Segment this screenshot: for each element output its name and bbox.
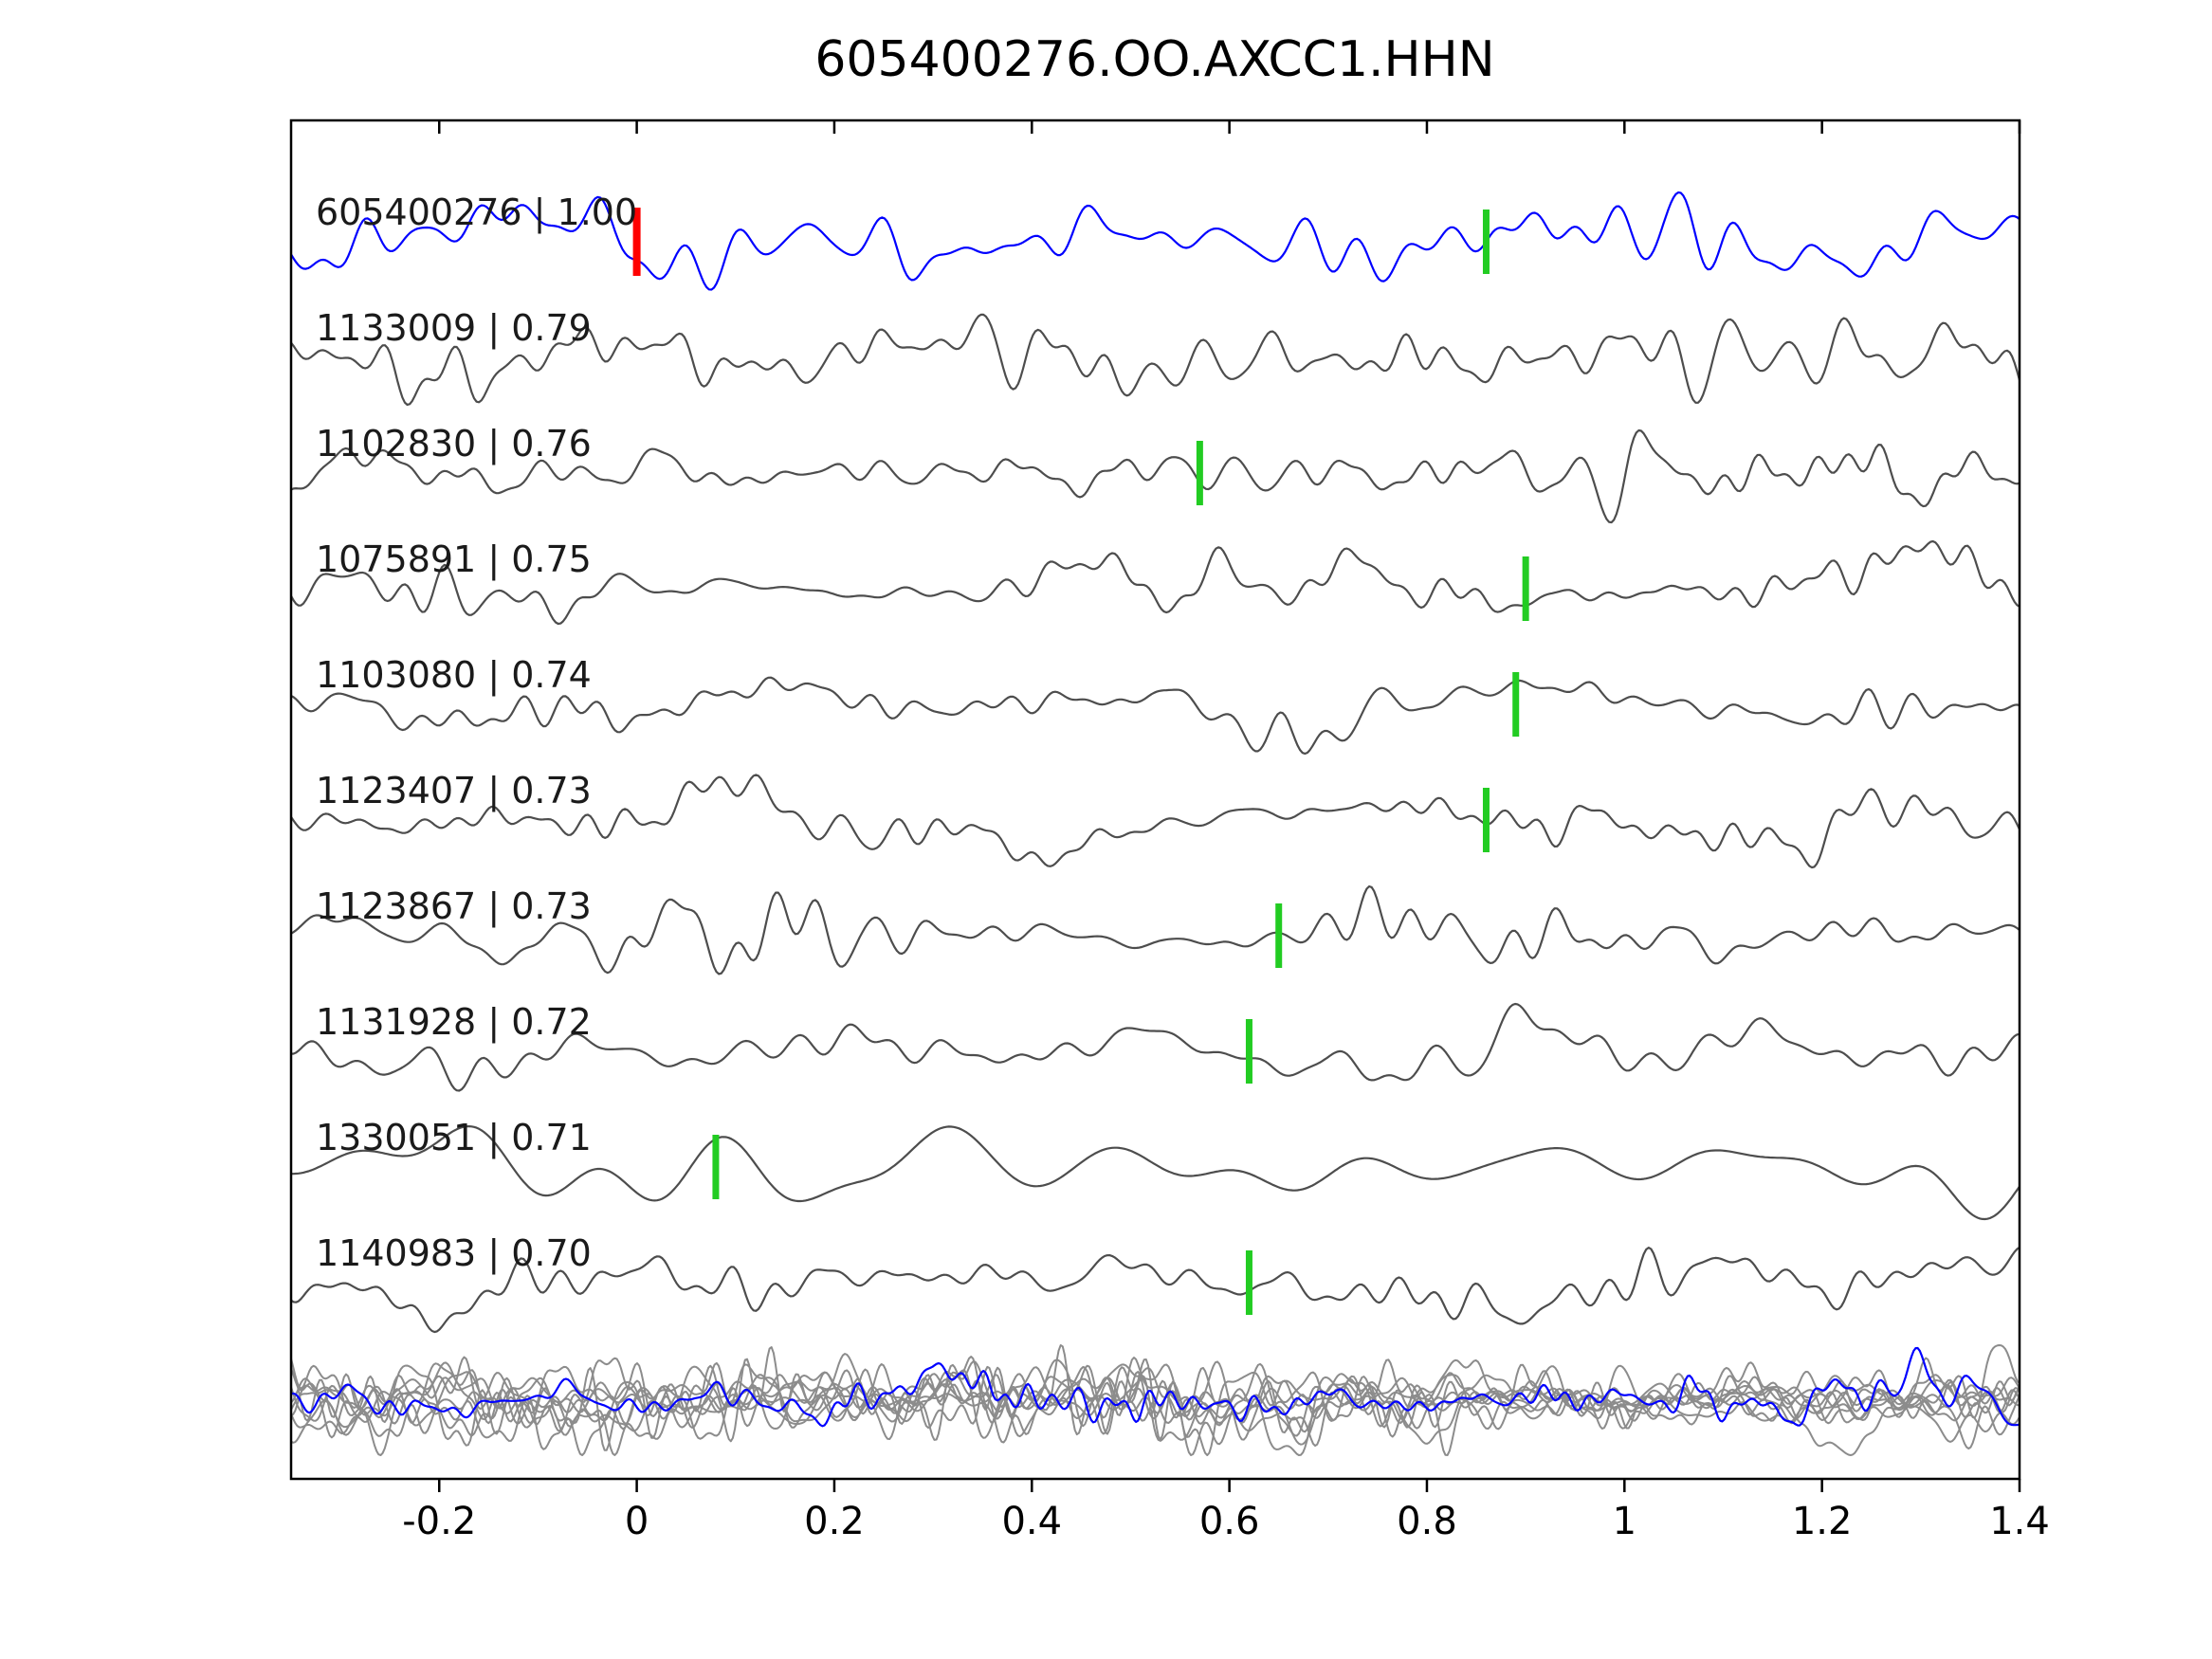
trace-row: 1123407 | 0.73 <box>290 770 2020 869</box>
trace-row: 1140983 | 0.70 <box>290 1232 2020 1334</box>
candidate-waveform <box>290 539 2020 626</box>
x-tick-label: 1.4 <box>1989 1500 2050 1543</box>
overlay-trace <box>290 1361 2020 1456</box>
trace-label: 1131928 | 0.72 <box>316 1001 592 1044</box>
axes-box <box>289 118 2021 1481</box>
overlay-trace <box>290 1356 2020 1456</box>
trace-label: 1123867 | 0.73 <box>316 885 592 928</box>
candidate-waveform <box>290 428 2020 524</box>
trace-label: 1103080 | 0.74 <box>316 654 592 697</box>
x-tick-label: 1.2 <box>1792 1500 1853 1543</box>
x-tick-label: 0.6 <box>1199 1500 1260 1543</box>
x-axis: -0.2 0 0.2 0.4 0.6 0.8 1 1.2 1.4 <box>402 120 2050 1543</box>
trace-label: 1075891 | 0.75 <box>316 538 592 581</box>
figure-title: 605400276.OO.AXCC1.HHN <box>814 31 1494 88</box>
x-tick-label: 0 <box>625 1500 649 1543</box>
overlay-reference-trace <box>290 1346 2020 1428</box>
trace-label: 1140983 | 0.70 <box>316 1232 592 1275</box>
candidate-waveform <box>290 313 2021 407</box>
x-tick-label: 0.2 <box>804 1500 865 1543</box>
candidate-waveform <box>290 884 2020 975</box>
trace-row: 1123867 | 0.73 <box>290 884 2020 975</box>
candidate-waveform <box>290 676 2020 756</box>
candidate-waveform <box>290 1246 2020 1334</box>
candidate-waveform <box>290 774 2020 869</box>
x-tick-label: 1 <box>1613 1500 1636 1543</box>
trace-label: 1133009 | 0.79 <box>316 307 592 350</box>
x-tick-label: 0.4 <box>1001 1500 1062 1543</box>
trace-label: 1330051 | 0.71 <box>316 1117 592 1159</box>
trace-plot-area: 605400276 | 1.00 1133009 | 0.79 1102830 | … <box>290 191 2021 1456</box>
x-tick-label: 0.8 <box>1397 1500 1457 1543</box>
candidate-waveform <box>290 1002 2020 1092</box>
trace-label: 605400276 | 1.00 <box>316 191 637 234</box>
overlay-trace <box>290 1344 2020 1456</box>
trace-label: 1102830 | 0.76 <box>316 423 592 465</box>
trace-row: 605400276 | 1.00 <box>290 191 2020 291</box>
trace-row: 1102830 | 0.76 <box>290 423 2020 524</box>
trace-row: 1103080 | 0.74 <box>290 654 2020 756</box>
trace-row: 1075891 | 0.75 <box>290 538 2020 626</box>
x-tick-label: -0.2 <box>402 1500 476 1543</box>
trace-label: 1123407 | 0.73 <box>316 770 592 812</box>
overlay-trace <box>290 1353 2020 1456</box>
trace-row: 1330051 | 0.71 <box>291 1117 2020 1221</box>
trace-row: 1133009 | 0.79 <box>290 307 2021 407</box>
candidate-waveform <box>291 1124 2020 1221</box>
trace-row: 1131928 | 0.72 <box>290 1001 2020 1092</box>
reference-waveform <box>290 191 2020 291</box>
